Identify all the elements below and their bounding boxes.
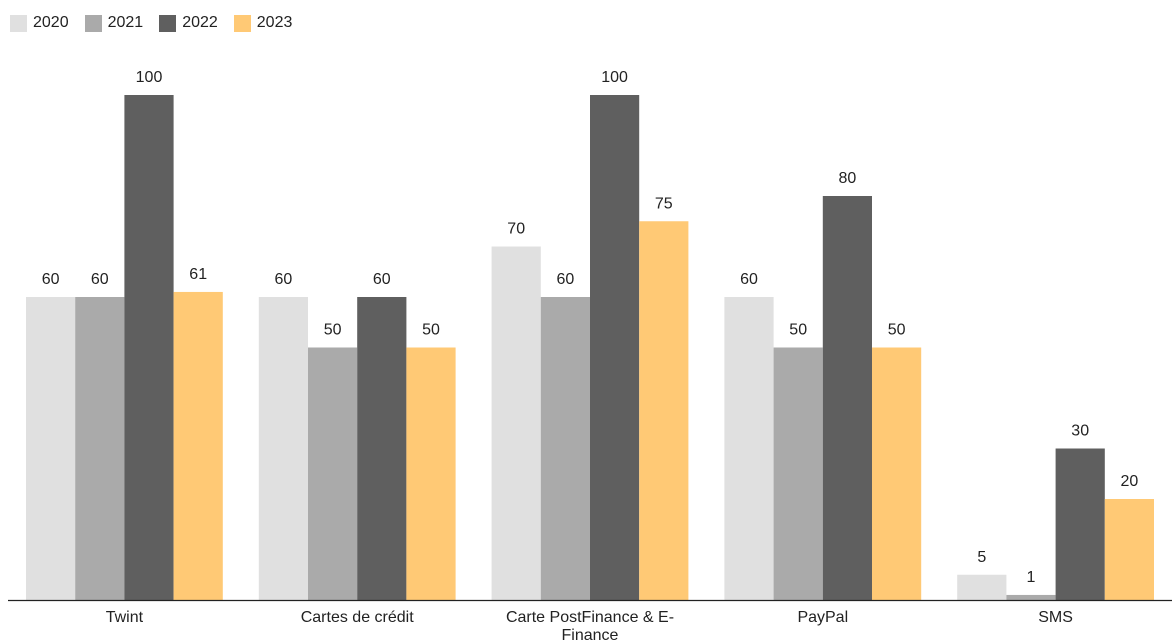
category-label-2: Carte PostFinance & E-Finance [506, 609, 674, 644]
legend-swatch-2023 [233, 14, 251, 32]
legend-item-2021: 2021 [84, 13, 144, 33]
bar-2020-1 [258, 297, 308, 600]
legend-swatch-2022 [159, 14, 177, 32]
value-label-2021-4: 1 [1027, 569, 1036, 586]
bar-2023-1 [406, 347, 456, 600]
value-label-2020-4: 5 [977, 549, 986, 566]
bar-2023-4 [1104, 499, 1154, 600]
bar-2020-4 [957, 574, 1007, 600]
bar-2022-0 [124, 95, 174, 600]
bar-2023-0 [173, 291, 223, 600]
value-label-2022-2: 100 [601, 69, 628, 86]
bar-2023-3 [872, 347, 922, 600]
legend-item-2020: 2020 [10, 13, 69, 33]
value-label-2023-3: 50 [888, 322, 906, 339]
bar-2023-2 [639, 221, 689, 600]
bar-2022-3 [822, 196, 872, 600]
bar-2021-2 [540, 297, 590, 600]
value-label-2023-2: 75 [655, 195, 673, 212]
legend-label-2022: 2022 [182, 14, 218, 31]
legend-label-2023: 2023 [256, 14, 293, 31]
legend-label-2020: 2020 [33, 14, 69, 31]
value-label-2021-2: 60 [557, 271, 575, 288]
value-label-2022-1: 60 [373, 271, 391, 288]
bar-2021-4 [1006, 594, 1056, 600]
legend-swatch-2020 [10, 14, 27, 32]
legend-item-2022: 2022 [159, 13, 218, 33]
value-label-2023-4: 20 [1121, 473, 1139, 490]
value-label-2023-1: 50 [422, 322, 440, 339]
value-label-2020-3: 60 [740, 271, 758, 288]
value-label-2020-2: 70 [507, 221, 525, 238]
value-label-2022-0: 100 [136, 69, 163, 86]
category-label-0: Twint [106, 609, 144, 626]
category-label-3: PayPal [797, 609, 848, 626]
bar-2020-0 [26, 297, 76, 600]
bar-2022-1 [357, 297, 407, 600]
category-label-1: Cartes de crédit [301, 609, 414, 626]
bar-2021-1 [308, 347, 358, 600]
bar-2022-4 [1055, 448, 1105, 600]
legend-label-2021: 2021 [107, 14, 144, 31]
bar-2021-0 [75, 297, 125, 600]
value-label-2021-0: 60 [91, 271, 109, 288]
value-label-2020-0: 60 [42, 271, 60, 288]
chart-legend: 2020 2021 2022 2023 [10, 13, 308, 33]
bar-2022-2 [590, 95, 640, 600]
bar-2021-3 [773, 347, 823, 600]
legend-swatch-2021 [84, 14, 102, 32]
value-label-2022-3: 80 [839, 170, 857, 187]
value-label-2022-4: 30 [1071, 423, 1089, 440]
category-label-4: SMS [1038, 609, 1073, 626]
bar-2020-3 [724, 297, 774, 600]
legend-item-2023: 2023 [233, 13, 293, 33]
value-label-2021-1: 50 [324, 322, 342, 339]
value-label-2023-0: 61 [189, 266, 207, 283]
value-label-2021-3: 50 [789, 322, 807, 339]
value-label-2020-1: 60 [275, 271, 293, 288]
bar-2020-2 [491, 246, 541, 600]
